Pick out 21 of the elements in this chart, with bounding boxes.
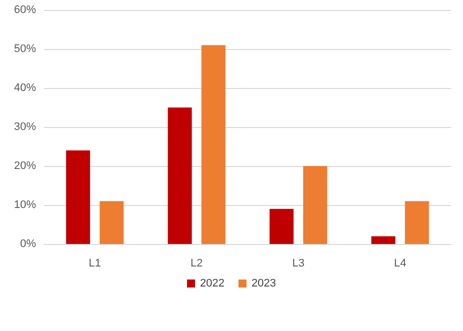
legend-label: 2022	[200, 278, 225, 290]
bar	[303, 166, 328, 244]
x-tick-label: L1	[88, 258, 101, 270]
bar	[66, 150, 90, 244]
y-tick-label: 50%	[14, 43, 36, 55]
x-tick-label: L3	[292, 258, 304, 270]
x-tick-label: L2	[190, 258, 203, 270]
y-tick-label: 10%	[14, 199, 36, 211]
bar	[100, 201, 124, 244]
legend-label: 2023	[252, 278, 276, 290]
y-tick-label: 60%	[14, 4, 36, 16]
bar	[168, 108, 192, 244]
bar	[201, 45, 226, 244]
y-tick-label: 30%	[14, 121, 36, 133]
bar	[404, 201, 429, 244]
bar	[371, 236, 396, 244]
y-tick-label: 20%	[14, 160, 36, 172]
y-tick-label: 0%	[20, 238, 36, 250]
x-tick-label: L4	[394, 258, 406, 270]
bar	[270, 208, 294, 244]
y-tick-label: 40%	[14, 82, 36, 94]
